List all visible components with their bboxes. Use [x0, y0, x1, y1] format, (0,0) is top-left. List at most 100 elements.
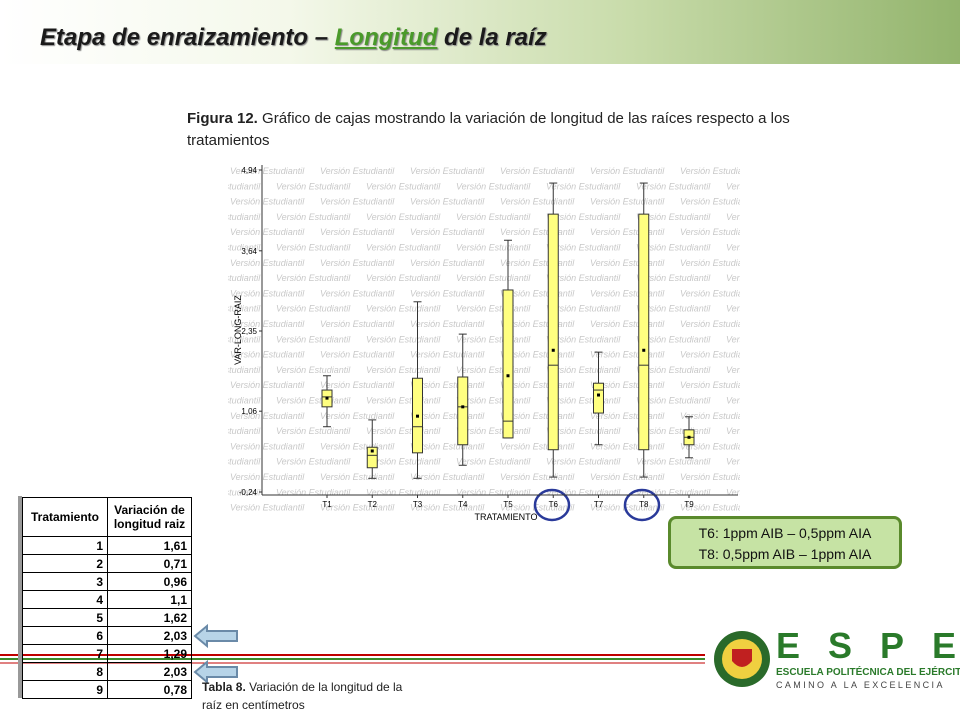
watermark: Versión Estudiantil	[320, 380, 395, 390]
watermark: Versión Estudiantil	[500, 288, 575, 298]
x-tick-label: T3	[413, 500, 423, 509]
watermark: Versión Estudiantil	[590, 380, 665, 390]
x-tick-label: T6	[549, 500, 559, 509]
x-tick-label: T2	[368, 500, 378, 509]
watermark: Versión Estudiantil	[680, 411, 755, 421]
watermark: Versión Estudiantil	[680, 227, 755, 237]
watermark: Versión Estudiantil	[590, 197, 665, 207]
watermark: Versión Estudiantil	[546, 396, 621, 406]
watermark: Versión Estudiantil	[770, 472, 845, 482]
title-link: Longitud	[334, 24, 438, 51]
watermark: Versión Estudiantil	[726, 487, 801, 497]
watermark: Versión Estudiantil	[410, 350, 485, 360]
watermark: Versión Estudiantil	[770, 288, 845, 298]
header-cell: Variación de longitud raiz	[107, 497, 192, 537]
table-cell: 2,03	[107, 662, 192, 681]
caption-text: Gráfico de cajas mostrando la variación …	[187, 110, 790, 149]
watermark: Versión Estudiantil	[546, 334, 621, 344]
watermark: Versión Estudiantil	[366, 243, 441, 253]
watermark: Versión Estudiantil	[320, 411, 395, 421]
watermark: Versión Estudiantil	[366, 212, 441, 222]
watermark: Versión Estudiantil	[276, 243, 351, 253]
note-box: T6: 1ppm AIB – 0,5ppm AIA T8: 0,5ppm AIB …	[668, 516, 902, 569]
watermark: Versión Estudiantil	[546, 518, 621, 528]
watermark: Versión Estudiantil	[410, 258, 485, 268]
watermark: Versión Estudiantil	[546, 273, 621, 283]
table-cell: 1,29	[107, 644, 192, 663]
watermark: Versión Estudiantil	[410, 380, 485, 390]
watermark: Versión Estudiantil	[410, 197, 485, 207]
table-cell: 2,03	[107, 626, 192, 645]
watermark: Versión Estudiantil	[320, 472, 395, 482]
watermark: Versión Estudiantil	[366, 304, 441, 314]
watermark: Versión Estudiantil	[320, 441, 395, 451]
x-tick-label: T5	[503, 500, 513, 509]
watermark: Versión Estudiantil	[500, 350, 575, 360]
watermark: Versión Estudiantil	[680, 288, 755, 298]
mean	[642, 348, 646, 352]
watermark: Versión Estudiantil	[636, 273, 711, 283]
watermark: Versión Estudiantil	[726, 181, 801, 191]
x-tick-label: T7	[594, 500, 604, 509]
watermark: Versión Estudiantil	[276, 212, 351, 222]
watermark: Versión Estudiantil	[590, 472, 665, 482]
watermark: Versión Estudiantil	[230, 197, 305, 207]
table-row: 6 2,03	[22, 626, 192, 645]
table-edge	[18, 496, 22, 698]
watermark: Versión Estudiantil	[276, 426, 351, 436]
watermark: Versión Estudiantil	[230, 472, 305, 482]
watermark: Versión Estudiantil	[456, 334, 531, 344]
watermark: Versión Estudiantil	[366, 396, 441, 406]
caption-label: Tabla 8.	[202, 680, 246, 694]
table-row: 1 1,61	[22, 536, 192, 555]
watermark: Versión Estudiantil	[276, 334, 351, 344]
watermark: Versión Estudiantil	[276, 365, 351, 375]
watermark-layer: Versión Estudiantil Versión Estudiantil Ve…	[186, 166, 845, 528]
watermark: Versión Estudiantil	[500, 441, 575, 451]
watermark: Versión Estudiantil	[726, 243, 801, 253]
watermark: Versión Estudiantil	[186, 365, 261, 375]
mean	[551, 348, 555, 352]
watermark: Versión Estudiantil	[366, 518, 441, 528]
watermark: Versión Estudiantil	[590, 503, 665, 513]
watermark: Versión Estudiantil	[230, 380, 305, 390]
watermark: Versión Estudiantil	[500, 411, 575, 421]
watermark: Versión Estudiantil	[500, 166, 575, 176]
watermark: Versión Estudiantil	[500, 503, 575, 513]
caption-text: Variación de la longitud de la raíz en c…	[202, 680, 403, 712]
box	[638, 213, 650, 451]
watermark: Versión Estudiantil	[320, 319, 395, 329]
table-cell: 6	[22, 626, 108, 645]
watermark: Versión Estudiantil	[770, 197, 845, 207]
table-cell: 1,61	[107, 536, 192, 555]
watermark: Versión Estudiantil	[680, 319, 755, 329]
table-cell: 8	[22, 662, 108, 681]
watermark: Versión Estudiantil	[456, 487, 531, 497]
watermark: Versión Estudiantil	[186, 181, 261, 191]
watermark: Versión Estudiantil	[186, 243, 261, 253]
watermark: Versión Estudiantil	[770, 503, 845, 513]
watermark: Versión Estudiantil	[680, 441, 755, 451]
watermark: Versión Estudiantil	[186, 396, 261, 406]
watermark: Versión Estudiantil	[276, 518, 351, 528]
box	[593, 382, 604, 414]
table-cell: 0,71	[107, 554, 192, 573]
watermark: Versión Estudiantil	[456, 426, 531, 436]
watermark: Versión Estudiantil	[276, 487, 351, 497]
table-cell: 7	[22, 644, 108, 663]
mean	[325, 396, 329, 400]
watermark: Versión Estudiantil	[770, 411, 845, 421]
y-tick-label: -0,24	[239, 488, 258, 497]
watermark: Versión Estudiantil	[500, 197, 575, 207]
note-line: T8: 0,5ppm AIB – 1ppm AIA	[698, 546, 872, 562]
watermark: Versión Estudiantil	[366, 334, 441, 344]
watermark: Versión Estudiantil	[366, 426, 441, 436]
watermark: Versión Estudiantil	[320, 258, 395, 268]
table-row: 7 1,29	[22, 644, 192, 663]
watermark: Versión Estudiantil	[770, 441, 845, 451]
table-row: 3 0,96	[22, 572, 192, 591]
table-caption: Tabla 8. Variación de la longitud de la …	[202, 678, 422, 714]
watermark: Versión Estudiantil	[366, 273, 441, 283]
